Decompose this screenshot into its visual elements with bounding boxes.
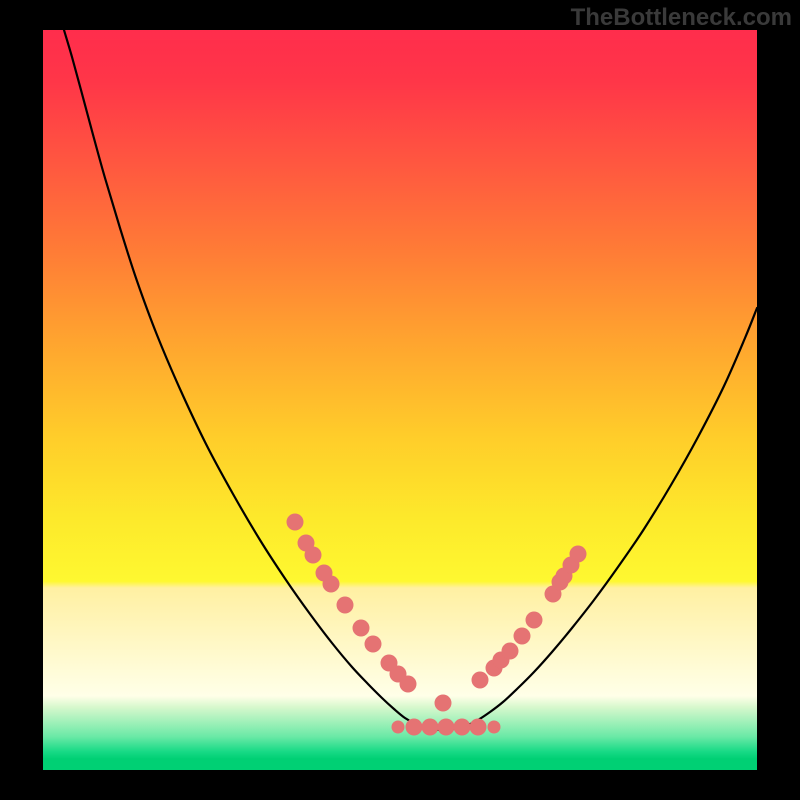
chart-canvas: TheBottleneck.com [0, 0, 800, 800]
curve-marker [365, 636, 382, 653]
curve-marker [514, 628, 531, 645]
curve-marker [435, 695, 452, 712]
curve-marker [502, 643, 519, 660]
bottom-marker [470, 719, 487, 736]
bottom-marker [422, 719, 439, 736]
curve-marker [287, 514, 304, 531]
bottom-marker-small [488, 721, 501, 734]
curve-marker [570, 546, 587, 563]
curve-marker [472, 672, 489, 689]
plot-background [43, 30, 757, 770]
curve-marker [526, 612, 543, 629]
curve-marker [323, 576, 340, 593]
bottom-marker [454, 719, 471, 736]
bottom-marker [406, 719, 423, 736]
watermark-text: TheBottleneck.com [571, 4, 792, 32]
bottom-marker [438, 719, 455, 736]
bottom-marker-small [392, 721, 405, 734]
curve-marker [400, 676, 417, 693]
curve-marker [353, 620, 370, 637]
curve-marker [305, 547, 322, 564]
curve-marker [337, 597, 354, 614]
chart-svg [0, 0, 800, 800]
